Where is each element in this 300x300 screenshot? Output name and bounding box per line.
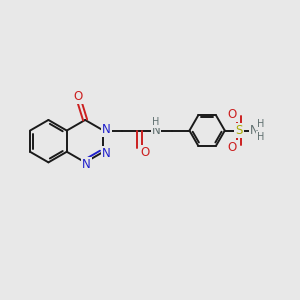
Text: N: N	[250, 124, 259, 137]
Text: O: O	[74, 91, 83, 103]
Text: H: H	[257, 132, 264, 142]
Text: N: N	[102, 147, 111, 160]
Text: N: N	[82, 158, 91, 171]
Text: O: O	[228, 108, 237, 121]
Text: H: H	[152, 117, 160, 127]
Text: N: N	[102, 123, 111, 136]
Text: O: O	[140, 146, 149, 159]
Text: S: S	[235, 124, 243, 137]
Text: H: H	[257, 119, 264, 129]
Text: N: N	[152, 124, 160, 137]
Text: O: O	[228, 141, 237, 154]
